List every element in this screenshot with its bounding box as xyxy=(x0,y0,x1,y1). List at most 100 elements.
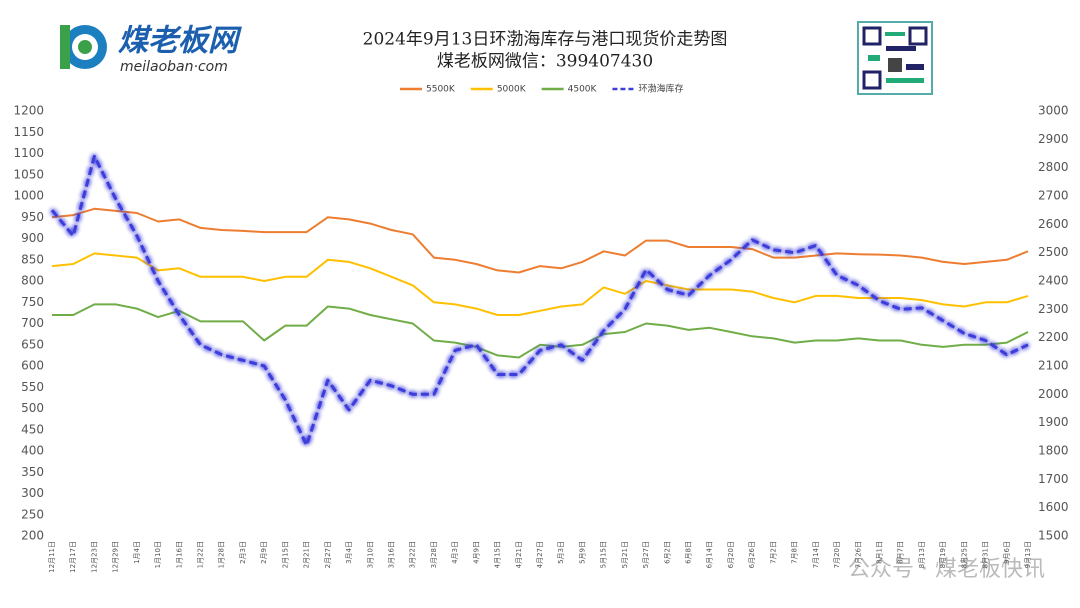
x-tick-label: 3月4日 xyxy=(345,541,353,564)
legend-label: 环渤海库存 xyxy=(638,83,683,95)
y2-tick-label: 2800 xyxy=(1038,160,1069,174)
y2-tick-label: 2500 xyxy=(1038,245,1069,259)
x-tick-label: 5月21日 xyxy=(621,541,629,568)
x-tick-label: 8月19日 xyxy=(939,541,947,568)
x-tick-label: 7月8日 xyxy=(791,541,799,564)
y-tick-label: 250 xyxy=(21,507,44,521)
x-tick-label: 1月28日 xyxy=(218,541,226,568)
y-tick-label: 300 xyxy=(21,486,44,500)
y-tick-label: 1000 xyxy=(13,189,44,203)
legend-label: 5000K xyxy=(497,85,527,95)
series-line xyxy=(51,252,1029,316)
x-tick-label: 8月7日 xyxy=(897,541,905,564)
x-tick-label: 3月16日 xyxy=(387,541,395,568)
x-tick-label: 8月1日 xyxy=(875,541,883,564)
y2-tick-label: 1700 xyxy=(1038,472,1069,486)
logo-url: meilaoban·com xyxy=(120,59,228,75)
x-tick-label: 8月25日 xyxy=(960,541,968,568)
y-tick-label: 750 xyxy=(21,295,44,309)
y2-tick-label: 1900 xyxy=(1038,415,1069,429)
x-tick-label: 8月13日 xyxy=(918,541,926,568)
x-tick-label: 4月3日 xyxy=(451,541,459,564)
x-tick-label: 12月29日 xyxy=(112,541,120,573)
y-tick-label: 800 xyxy=(21,274,44,288)
y2-tick-label: 1800 xyxy=(1038,444,1069,458)
x-tick-label: 4月21日 xyxy=(515,541,523,568)
x-tick-label: 2月21日 xyxy=(303,541,311,568)
x-tick-label: 6月2日 xyxy=(663,541,671,564)
y2-tick-label: 2400 xyxy=(1038,274,1069,288)
chart-subtitle: 煤老板网微信：399407430 xyxy=(437,52,653,72)
x-tick-label: 12月11日 xyxy=(48,541,56,573)
series-line xyxy=(51,207,1029,274)
x-tick-label: 3月28日 xyxy=(430,541,438,568)
x-tick-label: 4月15日 xyxy=(494,541,502,568)
x-tick-label: 4月27日 xyxy=(536,541,544,568)
legend-label: 5500K xyxy=(426,85,456,95)
y-tick-label: 700 xyxy=(21,316,44,330)
x-tick-label: 6月20日 xyxy=(727,541,735,568)
y-tick-label: 200 xyxy=(21,529,44,543)
y2-tick-label: 2000 xyxy=(1038,387,1069,401)
y-tick-label: 450 xyxy=(21,422,44,436)
watermark: 公众号 · 煤老板快讯 xyxy=(848,557,1045,582)
y-tick-label: 400 xyxy=(21,444,44,458)
x-tick-label: 4月9日 xyxy=(472,541,480,564)
y2-tick-label: 3000 xyxy=(1038,104,1069,118)
y2-tick-label: 2600 xyxy=(1038,217,1069,231)
x-tick-label: 1月10日 xyxy=(154,541,162,568)
y2-tick-label: 1500 xyxy=(1038,529,1069,543)
y-tick-label: 550 xyxy=(21,380,44,394)
logo-name: 煤老板网 xyxy=(118,24,242,59)
x-tick-label: 6月8日 xyxy=(685,541,693,564)
y-tick-label: 850 xyxy=(21,252,44,266)
y-tick-label: 350 xyxy=(21,465,44,479)
y2-tick-label: 2200 xyxy=(1038,330,1069,344)
x-tick-label: 7月2日 xyxy=(769,541,777,564)
y2-tick-label: 1600 xyxy=(1038,500,1069,514)
x-tick-label: 2月27日 xyxy=(324,541,332,568)
y-tick-label: 1100 xyxy=(13,146,44,160)
y-tick-label: 1200 xyxy=(13,104,44,118)
y2-tick-label: 2300 xyxy=(1038,302,1069,316)
x-tick-label: 7月20日 xyxy=(833,541,841,568)
y2-tick-label: 2900 xyxy=(1038,132,1069,146)
y-tick-label: 950 xyxy=(21,210,44,224)
y-tick-label: 1150 xyxy=(13,125,44,139)
y-tick-label: 600 xyxy=(21,359,44,373)
y-tick-label: 650 xyxy=(21,337,44,351)
x-tick-label: 6月26日 xyxy=(748,541,756,568)
x-tick-label: 5月9日 xyxy=(578,541,586,564)
x-tick-label: 2月3日 xyxy=(239,541,247,564)
series-line xyxy=(50,154,1029,447)
x-tick-label: 12月17日 xyxy=(69,541,77,573)
x-tick-label: 7月14日 xyxy=(812,541,820,568)
y2-tick-label: 2100 xyxy=(1038,359,1069,373)
y-tick-label: 500 xyxy=(21,401,44,415)
chart-title: 2024年9月13日环渤海库存与港口现货价走势图 xyxy=(363,30,728,50)
x-tick-label: 5月15日 xyxy=(600,541,608,568)
y-tick-label: 1050 xyxy=(13,167,44,181)
x-tick-label: 9月6日 xyxy=(1003,541,1011,564)
series-line xyxy=(52,303,1029,359)
x-tick-label: 3月10日 xyxy=(366,541,374,568)
y2-tick-label: 2700 xyxy=(1038,189,1069,203)
legend-label: 4500K xyxy=(568,85,598,95)
y-tick-label: 900 xyxy=(21,231,44,245)
x-tick-label: 1月16日 xyxy=(175,541,183,568)
qr-code xyxy=(857,21,933,95)
x-tick-label: 1月22日 xyxy=(197,541,205,568)
x-tick-label: 1月4日 xyxy=(133,541,141,564)
logo: 煤老板网 meilaoban·com xyxy=(60,24,242,75)
x-tick-label: 2月9日 xyxy=(260,541,268,564)
x-tick-label: 5月27日 xyxy=(642,541,650,568)
x-tick-label: 12月23日 xyxy=(90,541,98,573)
x-tick-label: 7月26日 xyxy=(854,541,862,568)
x-tick-label: 2月15日 xyxy=(281,541,289,568)
x-tick-label: 3月22日 xyxy=(409,541,417,568)
x-tick-label: 8月31日 xyxy=(982,541,990,568)
x-tick-label: 5月3日 xyxy=(557,541,565,564)
x-tick-label: 9月13日 xyxy=(1024,541,1032,568)
